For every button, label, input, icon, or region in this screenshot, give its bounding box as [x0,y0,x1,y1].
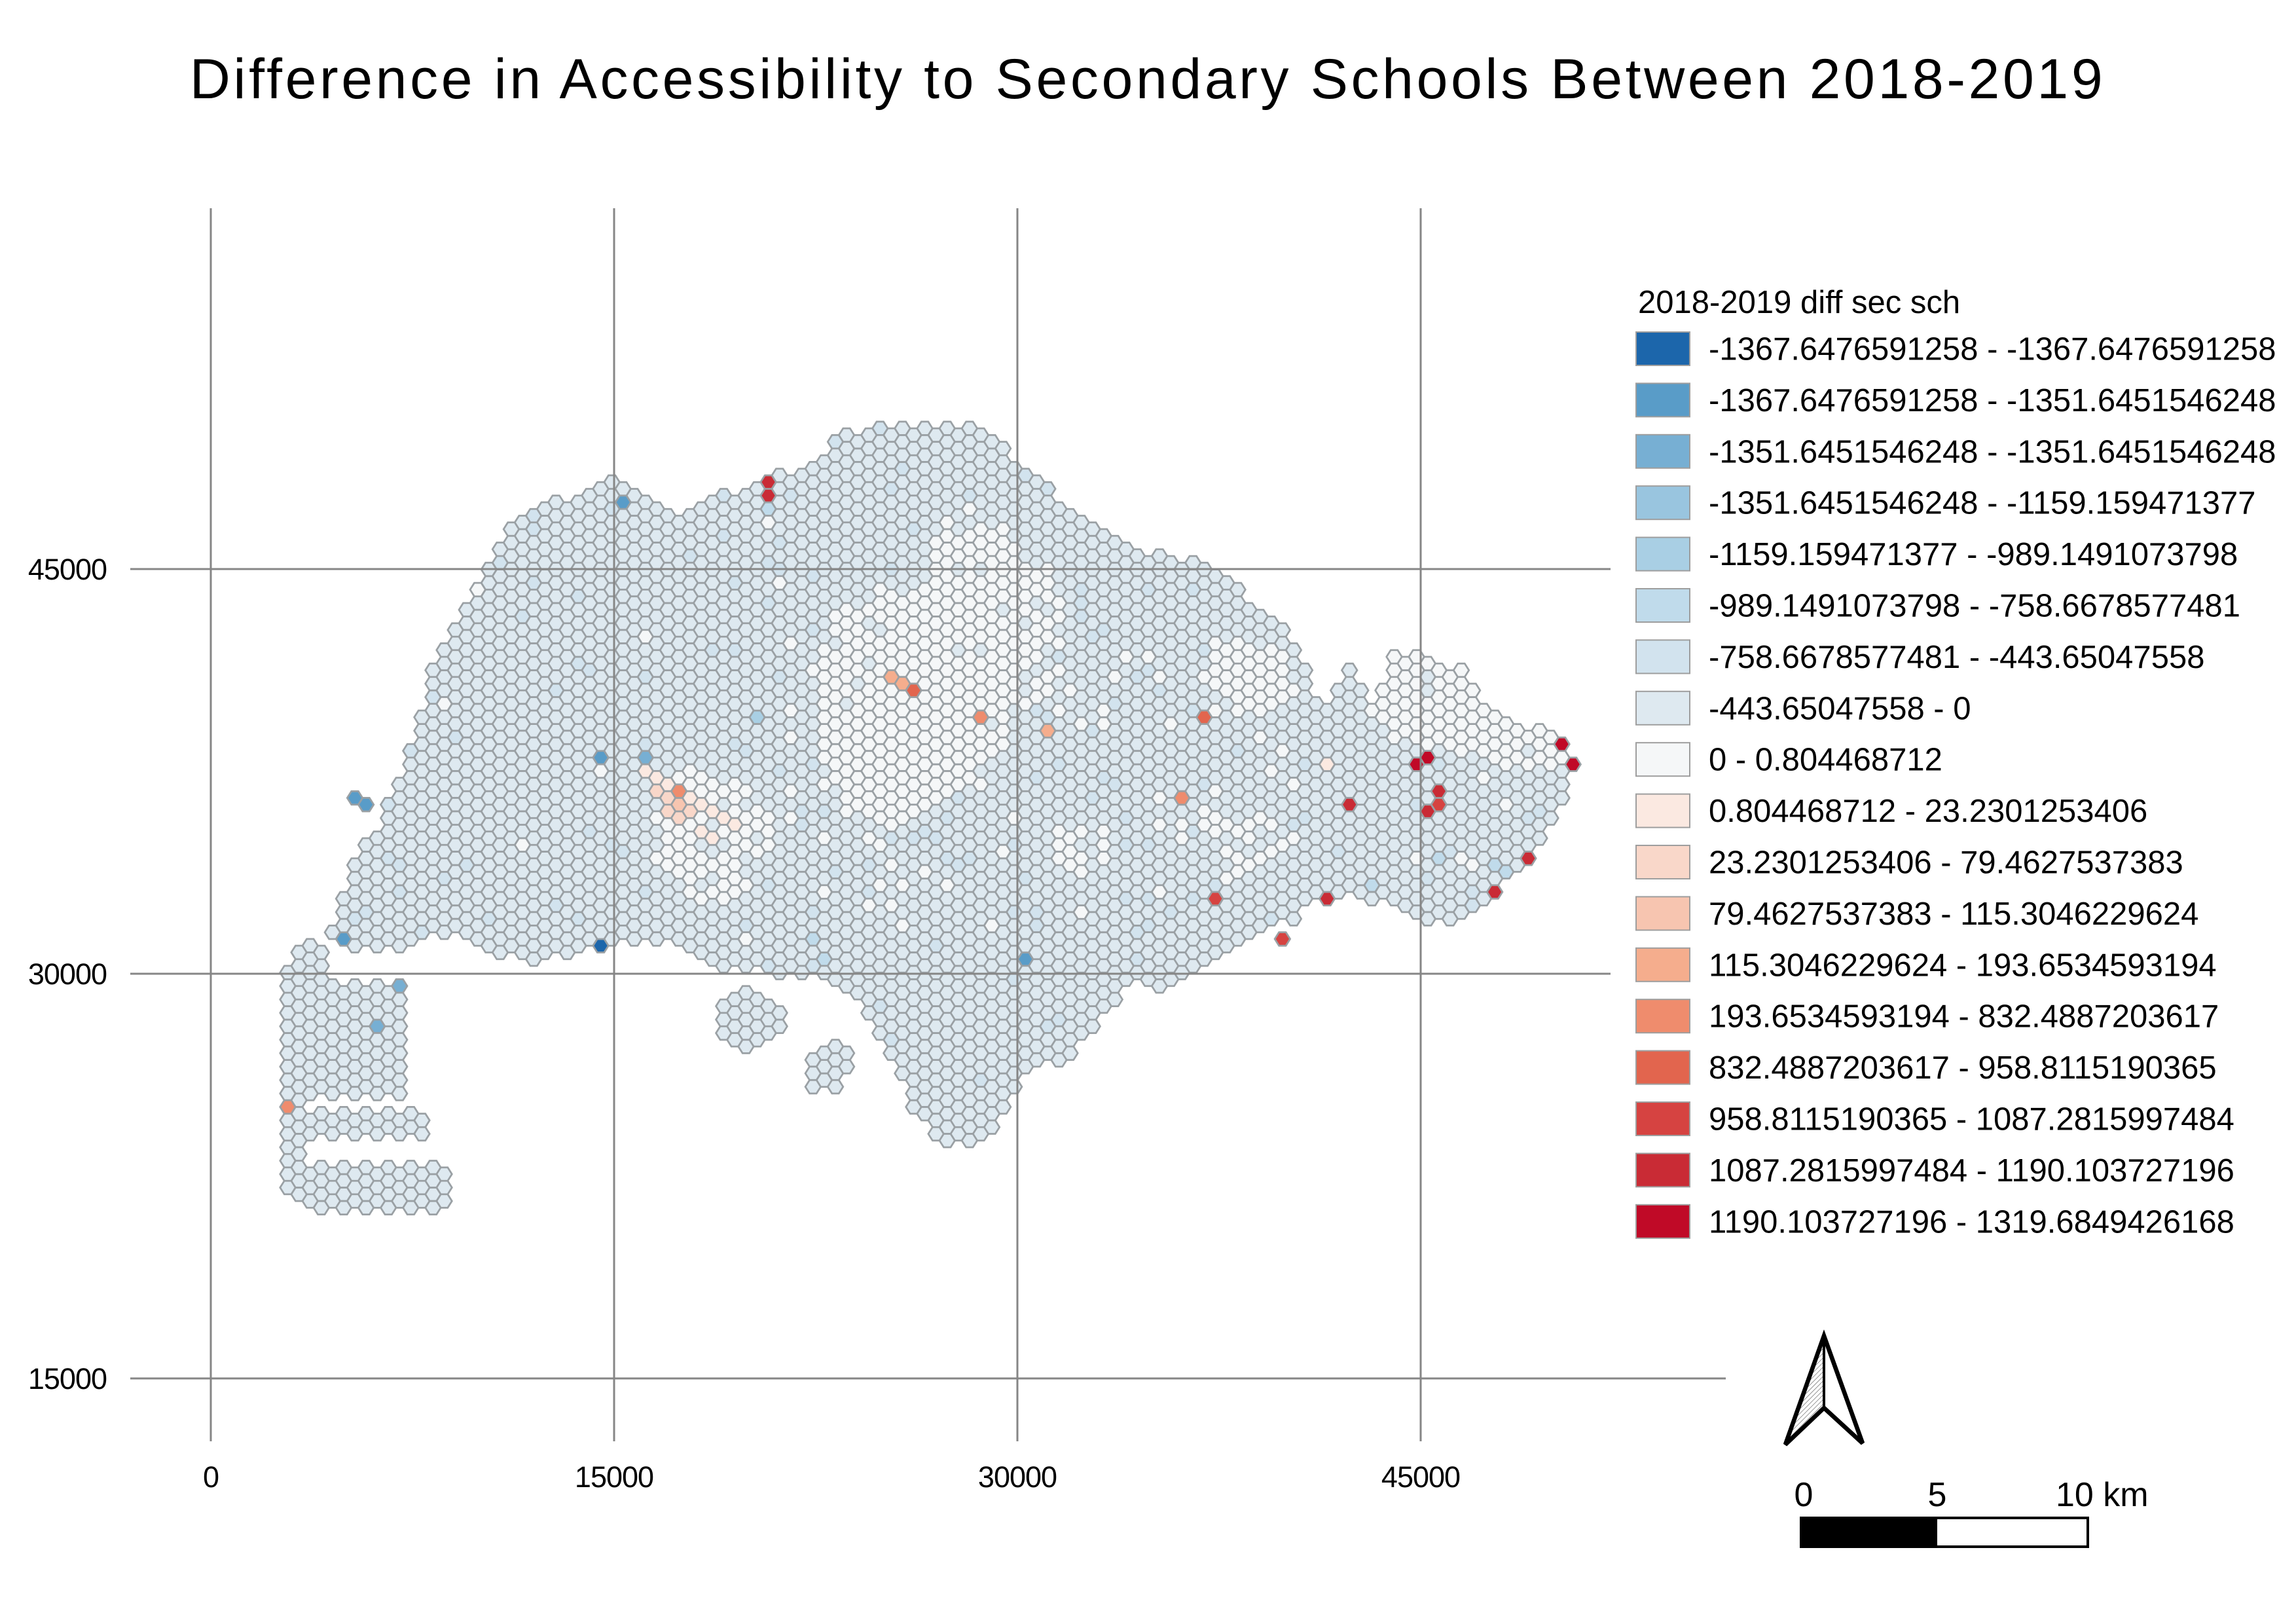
svg-text:79.4627537383 - 115.3046229624: 79.4627537383 - 115.3046229624 [1709,896,2198,932]
svg-text:Difference in Accessibility to: Difference in Accessibility to Secondary… [190,48,2106,111]
svg-text:958.8115190365 - 1087.28159974: 958.8115190365 - 1087.2815997484 [1709,1102,2234,1137]
svg-text:15000: 15000 [28,1362,107,1395]
svg-text:23.2301253406 - 79.4627537383: 23.2301253406 - 79.4627537383 [1709,845,2183,881]
svg-text:0.804468712 - 23.2301253406: 0.804468712 - 23.2301253406 [1709,794,2147,829]
svg-text:0: 0 [1795,1476,1813,1514]
svg-text:45000: 45000 [28,553,107,586]
svg-text:5: 5 [1928,1476,1947,1514]
svg-text:2018-2019 diff sec sch: 2018-2019 diff sec sch [1638,285,1960,320]
svg-text:1190.103727196 - 1319.68494261: 1190.103727196 - 1319.6849426168 [1709,1204,2234,1240]
svg-text:1087.2815997484 - 1190.1037271: 1087.2815997484 - 1190.103727196 [1709,1153,2234,1189]
svg-text:30000: 30000 [978,1460,1057,1494]
svg-text:0: 0 [203,1460,219,1494]
svg-text:-1367.6476591258 - -1351.64515: -1367.6476591258 - -1351.6451546248 [1709,383,2276,418]
svg-text:-1351.6451546248 - -1159.15947: -1351.6451546248 - -1159.159471377 [1709,486,2256,521]
svg-text:115.3046229624 - 193.653459319: 115.3046229624 - 193.6534593194 [1709,948,2217,983]
svg-text:30000: 30000 [28,957,107,991]
svg-text:193.6534593194 - 832.488720361: 193.6534593194 - 832.4887203617 [1709,999,2219,1035]
svg-text:10 km: 10 km [2056,1476,2149,1514]
svg-text:-989.1491073798 - -758.6678577: -989.1491073798 - -758.6678577481 [1709,589,2240,624]
svg-text:-758.6678577481 - -443.6504755: -758.6678577481 - -443.65047558 [1709,640,2204,675]
svg-text:45000: 45000 [1381,1460,1460,1494]
svg-text:-1351.6451546248 - -1351.64515: -1351.6451546248 - -1351.6451546248 [1709,434,2276,470]
svg-text:15000: 15000 [575,1460,653,1494]
svg-text:0 - 0.804468712: 0 - 0.804468712 [1709,743,1942,778]
svg-text:-1159.159471377 - -989.1491073: -1159.159471377 - -989.1491073798 [1709,537,2238,572]
svg-text:-443.65047558 - 0: -443.65047558 - 0 [1709,691,1971,726]
svg-text:832.4887203617 - 958.811519036: 832.4887203617 - 958.8115190365 [1709,1050,2217,1086]
svg-text:-1367.6476591258 - -1367.64765: -1367.6476591258 - -1367.6476591258 [1709,332,2276,367]
